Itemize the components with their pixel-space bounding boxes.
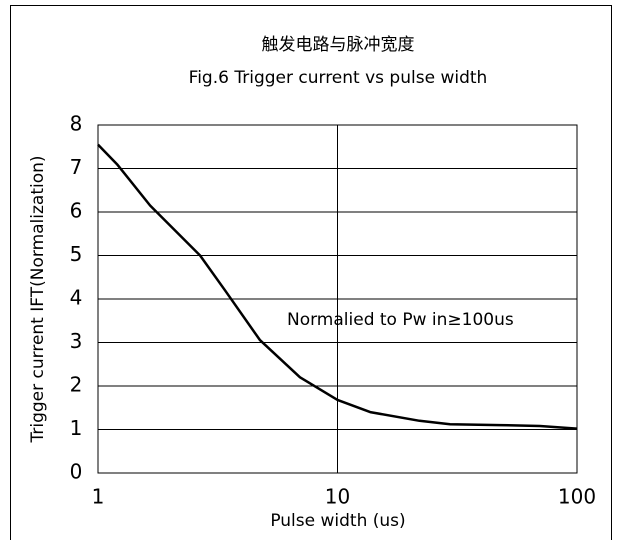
y-tick-label: 5 [70,242,83,266]
chart-title: 触发电路与脉冲宽度 [262,35,415,55]
y-tick-label: 0 [70,460,83,484]
y-axis-label: Trigger current IFT(Normalization) [28,155,48,443]
y-tick-label: 8 [70,112,83,136]
annotation: Normalied to Pw in≥100us [287,310,514,330]
y-tick-label: 2 [70,373,83,397]
y-tick-label: 3 [70,329,83,353]
line [97,143,578,430]
y-tick-label: 4 [70,286,83,310]
x-axis-label: Pulse width (us) [270,511,405,531]
y-tick-label: 7 [70,155,83,179]
y-tick-label: 6 [70,199,83,223]
x-tick-label: 1 [92,485,105,509]
x-tick-label: 10 [325,485,350,509]
y-tick-label: 1 [70,416,83,440]
x-tick-label: 100 [558,485,596,509]
frame [10,5,612,540]
chart-subtitle: Fig.6 Trigger current vs pulse width [189,68,488,88]
